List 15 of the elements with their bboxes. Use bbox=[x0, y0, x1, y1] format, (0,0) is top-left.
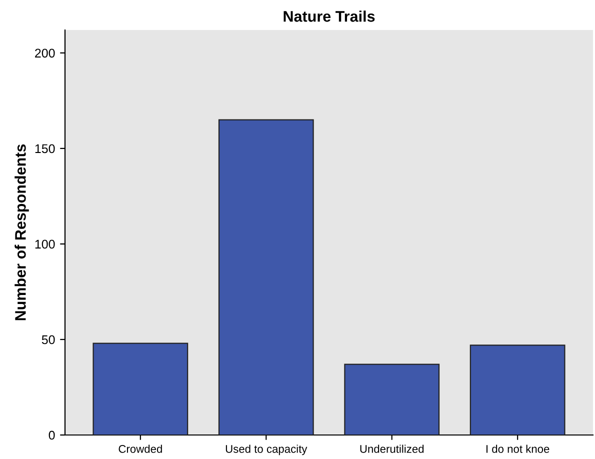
x-tick-label: Crowded bbox=[118, 444, 162, 453]
x-tick-label: Used to capacity bbox=[226, 444, 308, 456]
y-tick-label: 200 bbox=[35, 48, 55, 58]
bar bbox=[218, 119, 314, 435]
y-tick-label: 50 bbox=[42, 335, 55, 344]
bar bbox=[92, 342, 188, 435]
x-tick-label: I do not knoe bbox=[486, 444, 550, 453]
y-tick-label: 0 bbox=[48, 430, 55, 440]
chart-title: Nature Trails bbox=[284, 10, 375, 22]
x-tick-label: Underutilized bbox=[360, 444, 424, 453]
bar bbox=[344, 364, 440, 435]
y-tick-label: 100 bbox=[35, 240, 55, 249]
y-tick-label: 150 bbox=[35, 144, 55, 154]
bar bbox=[470, 344, 566, 435]
y-axis-title: Number of Respondents bbox=[14, 144, 29, 320]
